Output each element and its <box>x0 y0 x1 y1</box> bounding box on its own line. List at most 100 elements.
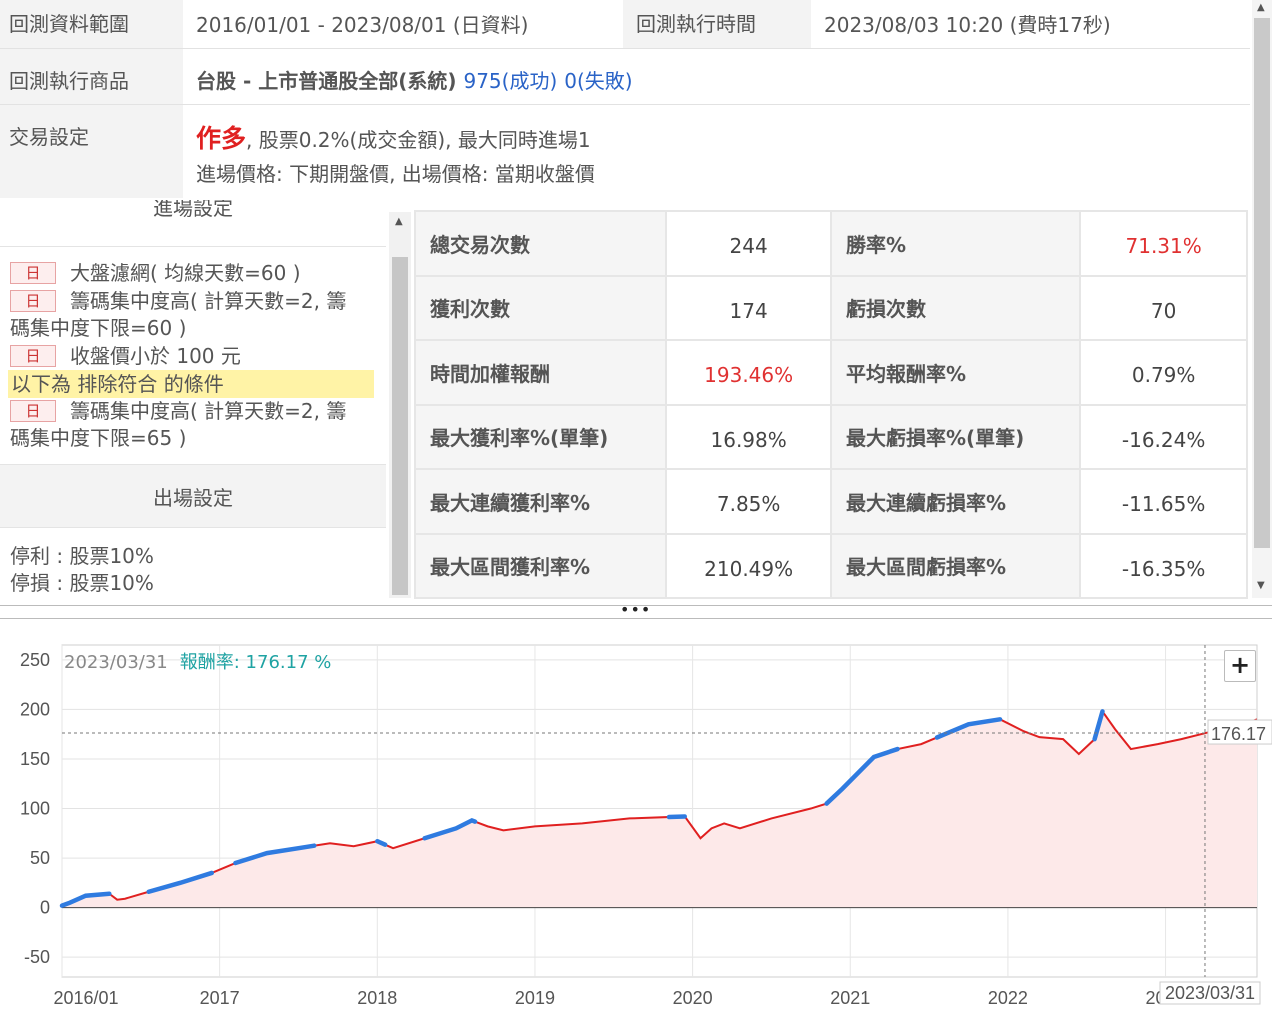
range-value: 2016/01/01 - 2023/08/01 (日資料) <box>196 13 529 37</box>
product-line: 台股 - 上市普通股全部(系統) 975(成功) 0(失敗) <box>196 65 633 94</box>
product-label: 回測執行商品 <box>0 49 183 104</box>
new-high-segment <box>233 843 317 866</box>
exec-time-label: 回測執行時間 <box>623 0 811 48</box>
x-tick-label: 2019 <box>515 988 555 1008</box>
equity-area <box>62 711 1257 908</box>
new-high-segment <box>59 891 112 908</box>
stop-loss: 停損 : 股票10% <box>10 571 154 595</box>
cursor-date-label: 2023/03/31 <box>1165 983 1255 1003</box>
stats-row: 時間加權報酬 193.46% 平均報酬率% 0.79% <box>413 339 1248 406</box>
stat-label: 平均報酬率% <box>829 339 1082 406</box>
stat-value: 174 <box>665 274 832 341</box>
daily-tag: 日 <box>10 290 56 312</box>
condition-text: 籌碼集中度高( 計算天數=2, 籌 <box>70 289 347 313</box>
entry-condition: 日收盤價小於 100 元 <box>10 343 372 370</box>
stat-value: 70 <box>1079 274 1248 341</box>
success-count[interactable]: 975(成功) <box>463 69 558 93</box>
exclude-condition: 日籌碼集中度高( 計算天數=2, 籌碼集中度下限=65 ) <box>10 398 372 452</box>
y-tick-label: 250 <box>20 650 50 670</box>
stat-label: 最大區間獲利率% <box>413 532 668 599</box>
range-label: 回測資料範圍 <box>0 0 183 48</box>
new-high-segment <box>422 817 478 841</box>
x-tick-label: 2016/01 <box>53 988 118 1008</box>
fail-count[interactable]: 0(失敗) <box>564 69 633 93</box>
stat-label: 最大連續虧損率% <box>829 468 1082 535</box>
new-high-segment <box>1092 709 1105 742</box>
backtest-info-table: 回測資料範圍 2016/01/01 - 2023/08/01 (日資料) 回測執… <box>0 0 1250 198</box>
stat-label: 最大虧損率%(單筆) <box>829 403 1082 470</box>
condition-text-cont: 碼集中度下限=65 ) <box>10 426 187 450</box>
entry-condition: 日大盤濾網( 均線天數=60 ) <box>10 260 372 287</box>
y-tick-label: 100 <box>20 799 50 819</box>
info-row-product: 回測執行商品 台股 - 上市普通股全部(系統) 975(成功) 0(失敗) <box>0 49 1250 105</box>
condition-text: 籌碼集中度高( 計算天數=2, 籌 <box>70 399 347 423</box>
entry-condition: 日籌碼集中度高( 計算天數=2, 籌碼集中度下限=60 ) <box>10 288 372 342</box>
stats-row: 最大區間獲利率% 210.49% 最大區間虧損率% -16.35% <box>413 532 1248 599</box>
stat-value: 7.85% <box>665 468 832 535</box>
stat-label: 獲利次數 <box>413 274 668 341</box>
stat-label: 最大連續獲利率% <box>413 468 668 535</box>
stat-label: 勝率% <box>829 210 1082 277</box>
condition-text-cont: 碼集中度下限=60 ) <box>10 316 187 340</box>
x-tick-label: 2022 <box>988 988 1028 1008</box>
stat-value: -16.24% <box>1079 403 1248 470</box>
exclude-note: 以下為 排除符合 的條件 <box>8 370 374 398</box>
daily-tag: 日 <box>10 345 56 367</box>
stat-label: 時間加權報酬 <box>413 339 668 406</box>
take-profit: 停利 : 股票10% <box>10 544 154 568</box>
scroll-up-icon[interactable]: ▲ <box>1257 2 1265 13</box>
settings-panel: 進場設定 日大盤濾網( 均線天數=60 ) 日籌碼集中度高( 計算天數=2, 籌… <box>0 200 386 598</box>
condition-text: 大盤濾網( 均線天數=60 ) <box>70 261 301 285</box>
entry-settings-title: 進場設定 <box>153 200 233 220</box>
stat-value: -11.65% <box>1079 468 1248 535</box>
daily-tag: 日 <box>10 400 56 422</box>
trade-direction: 作多 <box>196 124 247 153</box>
scroll-down-icon[interactable]: ▼ <box>1257 580 1265 591</box>
y-tick-label: 150 <box>20 749 50 769</box>
divider <box>0 246 386 247</box>
new-high-segment <box>375 838 388 847</box>
cursor-value-label: 176.17 <box>1211 724 1266 744</box>
drag-handle-icon[interactable]: ••• <box>620 600 652 619</box>
trade-rest: , 股票0.2%(成交金額), 最大同時進場1 <box>246 128 591 152</box>
right-scrollbar[interactable]: ▲ ▼ <box>1252 0 1272 598</box>
stat-value: 193.46% <box>665 339 832 406</box>
info-row-trade: 交易設定 作多, 股票0.2%(成交金額), 最大同時進場1 進場價格: 下期開… <box>0 105 1250 198</box>
zoom-in-button[interactable]: + <box>1224 650 1256 682</box>
stats-table: 總交易次數 244 勝率% 71.31% 獲利次數 174 虧損次數 70 時間加權報酬 193.… <box>413 210 1248 599</box>
new-high-segment <box>824 746 900 806</box>
new-high-segment <box>146 870 215 895</box>
divider <box>0 527 386 528</box>
y-tick-label: -50 <box>24 947 50 967</box>
stats-row: 獲利次數 174 虧損次數 70 <box>413 274 1248 341</box>
cursor-date: 2023/03/31 <box>64 652 168 673</box>
stat-value: 71.31% <box>1079 210 1248 277</box>
info-row-range: 回測資料範圍 2016/01/01 - 2023/08/01 (日資料) 回測執… <box>0 0 1250 49</box>
product-value: 台股 - 上市普通股全部(系統) <box>196 69 457 93</box>
scroll-up-icon[interactable]: ▲ <box>395 216 403 227</box>
equity-chart: 250 200 150 100 50 0 -50 2016/01 2017 2018 2019 202… <box>0 620 1272 1011</box>
y-tick-label: 0 <box>40 898 50 918</box>
y-tick-label: 50 <box>30 848 50 868</box>
cursor-date-box <box>1159 981 1261 1005</box>
x-tick-label: 2017 <box>200 988 240 1008</box>
stat-label: 虧損次數 <box>829 274 1082 341</box>
scrollbar-thumb[interactable] <box>1254 18 1270 548</box>
new-high-segment <box>934 717 1003 740</box>
chart-svg: 250 200 150 100 50 0 -50 2016/01 2017 2018 2019 202… <box>20 644 1272 1008</box>
x-tick-label: 2021 <box>830 988 870 1008</box>
scrollbar-thumb[interactable] <box>392 257 408 595</box>
y-tick-label: 200 <box>20 699 50 719</box>
stats-row: 最大獲利率%(單筆) 16.98% 最大虧損率%(單筆) -16.24% <box>413 403 1248 470</box>
settings-scrollbar[interactable]: ▲ <box>389 212 411 598</box>
exit-settings-title: 出場設定 <box>153 486 233 510</box>
stat-value: 244 <box>665 210 832 277</box>
divider <box>0 464 386 465</box>
stats-row: 總交易次數 244 勝率% 71.31% <box>413 210 1248 277</box>
new-high-segment <box>666 814 687 820</box>
trade-label: 交易設定 <box>0 105 183 198</box>
pane-splitter[interactable]: ••• <box>0 600 1272 619</box>
daily-tag: 日 <box>10 262 56 284</box>
stat-label: 最大獲利率%(單筆) <box>413 403 668 470</box>
x-tick-label: 2020 <box>673 988 713 1008</box>
